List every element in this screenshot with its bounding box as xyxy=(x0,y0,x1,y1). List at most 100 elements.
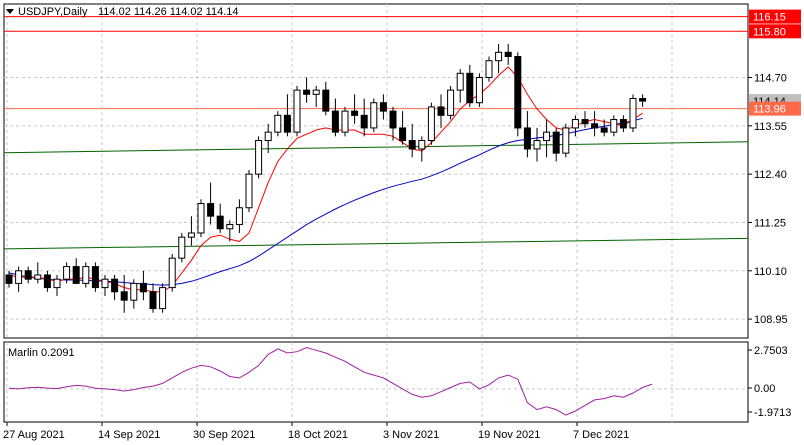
candle[interactable] xyxy=(312,85,320,107)
candles[interactable] xyxy=(5,43,647,313)
candle[interactable] xyxy=(581,111,589,128)
price-tick-label: 111.25 xyxy=(754,217,786,229)
candle[interactable] xyxy=(15,266,23,292)
candle[interactable] xyxy=(360,98,368,137)
candle[interactable] xyxy=(399,111,407,145)
candle-body xyxy=(543,131,551,142)
candle[interactable] xyxy=(235,199,243,233)
support-trendline[interactable] xyxy=(3,237,749,250)
candle[interactable] xyxy=(370,98,378,133)
candle[interactable] xyxy=(639,94,647,107)
candle-body xyxy=(447,89,455,116)
candle-body xyxy=(571,119,579,129)
candle[interactable] xyxy=(619,115,627,133)
candle[interactable] xyxy=(379,94,387,120)
candle[interactable] xyxy=(91,262,99,292)
candle[interactable] xyxy=(408,123,416,158)
candle-body xyxy=(24,270,32,280)
candle-body xyxy=(466,72,474,104)
candle[interactable] xyxy=(72,258,80,284)
candle-body xyxy=(120,291,128,301)
candle[interactable] xyxy=(101,274,109,296)
candle-body xyxy=(437,106,445,116)
candle[interactable] xyxy=(495,43,503,74)
indicator-axis: 2.7503 0.00 -1.9713 xyxy=(748,345,791,419)
candle[interactable] xyxy=(264,123,272,154)
candle-body xyxy=(389,110,397,129)
candle[interactable] xyxy=(245,169,253,212)
candle[interactable] xyxy=(187,216,195,246)
indicator-label: Marlin 0.2091 xyxy=(8,347,75,359)
candle[interactable] xyxy=(504,43,512,65)
candle[interactable] xyxy=(514,52,522,137)
price-tick-label: 112.40 xyxy=(754,169,787,181)
candle[interactable] xyxy=(475,73,483,107)
candle[interactable] xyxy=(466,64,474,107)
time-tick-label: 7 Dec 2021 xyxy=(573,429,629,441)
candle[interactable] xyxy=(34,262,42,284)
price-tick-label: 113.55 xyxy=(754,121,787,133)
candle[interactable] xyxy=(571,115,579,137)
candle[interactable] xyxy=(130,279,138,309)
candle[interactable] xyxy=(5,270,13,288)
candle-body xyxy=(456,72,464,91)
candle[interactable] xyxy=(591,111,599,137)
candle[interactable] xyxy=(63,262,71,284)
candle[interactable] xyxy=(255,136,263,179)
time-axis[interactable]: 27 Aug 2021 14 Sep 2021 30 Sep 2021 18 Oct … xyxy=(3,422,629,441)
candle[interactable] xyxy=(341,106,349,137)
candle[interactable] xyxy=(274,111,282,137)
candle[interactable] xyxy=(562,123,570,158)
candle[interactable] xyxy=(331,98,339,137)
candle[interactable] xyxy=(82,262,90,288)
candle-body xyxy=(600,127,608,133)
candle-body xyxy=(408,140,416,150)
candle-body xyxy=(178,236,186,259)
price-level-badge[interactable] xyxy=(749,24,801,39)
candle[interactable] xyxy=(216,203,224,233)
candle[interactable] xyxy=(351,94,359,124)
candle[interactable] xyxy=(24,266,32,284)
candle[interactable] xyxy=(322,81,330,116)
candle[interactable] xyxy=(389,106,397,141)
candle[interactable] xyxy=(543,119,551,158)
candle[interactable] xyxy=(43,270,51,292)
candle-body xyxy=(581,119,589,125)
support-trendline[interactable] xyxy=(3,141,749,154)
candle[interactable] xyxy=(456,69,464,103)
candle[interactable] xyxy=(533,127,541,162)
symbol-menu-arrow-icon[interactable] xyxy=(6,9,14,14)
candle[interactable] xyxy=(485,56,493,82)
candle[interactable] xyxy=(120,274,128,313)
candle[interactable] xyxy=(427,102,435,145)
candle[interactable] xyxy=(159,283,167,313)
candle[interactable] xyxy=(629,94,637,133)
candle[interactable] xyxy=(303,77,311,103)
candle-body xyxy=(591,123,599,129)
candle[interactable] xyxy=(53,274,61,296)
candle[interactable] xyxy=(523,111,531,158)
price-axis[interactable]: 114.70 113.55 112.40 111.25 110.10 108.95 116.… xyxy=(748,9,801,326)
candle[interactable] xyxy=(149,283,157,313)
candle[interactable] xyxy=(600,119,608,137)
candle[interactable] xyxy=(197,199,205,238)
candle[interactable] xyxy=(226,220,234,242)
candle[interactable] xyxy=(437,94,445,128)
candle[interactable] xyxy=(283,94,291,137)
candle[interactable] xyxy=(178,232,186,263)
candle[interactable] xyxy=(111,274,119,301)
candle[interactable] xyxy=(447,85,455,120)
candle[interactable] xyxy=(610,115,618,137)
candle[interactable] xyxy=(552,127,560,162)
candle-body xyxy=(303,89,311,95)
price-level-badge[interactable] xyxy=(749,101,801,116)
price-panel-frame xyxy=(3,3,749,339)
price-level-badge[interactable] xyxy=(749,9,801,24)
candle[interactable] xyxy=(207,182,215,225)
candle[interactable] xyxy=(168,253,176,292)
candle[interactable] xyxy=(139,270,147,301)
candle-body xyxy=(610,119,618,133)
candle[interactable] xyxy=(418,136,426,162)
candle[interactable] xyxy=(293,85,301,137)
